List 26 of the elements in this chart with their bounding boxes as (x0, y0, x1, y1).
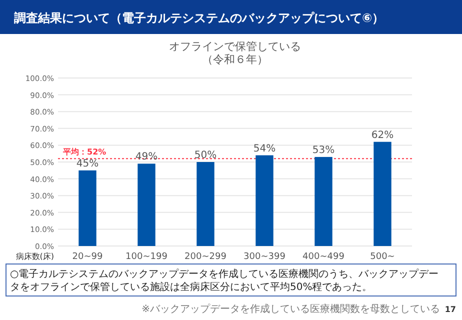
ref-line-label: 平均：52% (62, 148, 106, 157)
bar (314, 156, 332, 246)
bar (256, 155, 274, 246)
x-axis-title: 病床数(床) (16, 252, 54, 261)
text: 調査結果について（電子カルテシステムのバックアップについて⑥） (13, 11, 384, 25)
bar (78, 170, 96, 246)
x-tick-label: 20~99 (72, 252, 103, 262)
text: ※バックアップデータを作成している医療機関数を母数としている (142, 303, 440, 315)
x-tick-label: 400~499 (302, 252, 345, 262)
text: ○電子カルテシステムのバックアップデータを作成している医療機関のうち、バックアップデータをオフラインで保管している施設は全病床区分において平均50%程であった。 (10, 268, 439, 293)
x-tick-label: 300~399 (244, 252, 286, 262)
chart-title: オフラインで保管している (169, 40, 301, 53)
x-tick-label: 500~ (370, 252, 395, 262)
chart-subtitle: （令和６年） (202, 53, 268, 66)
data-label: 49% (135, 152, 158, 163)
text: 17 (444, 305, 456, 314)
data-label: 50% (194, 150, 217, 161)
data-label: 53% (312, 144, 335, 156)
data-label: 45% (76, 158, 99, 170)
bar (196, 162, 214, 246)
bar (138, 164, 156, 246)
data-label: 54% (253, 143, 276, 154)
data-label: 62% (371, 130, 394, 141)
bar (374, 142, 392, 246)
x-tick-label: 100~199 (126, 252, 168, 262)
x-tick-label: 200~299 (184, 252, 227, 262)
